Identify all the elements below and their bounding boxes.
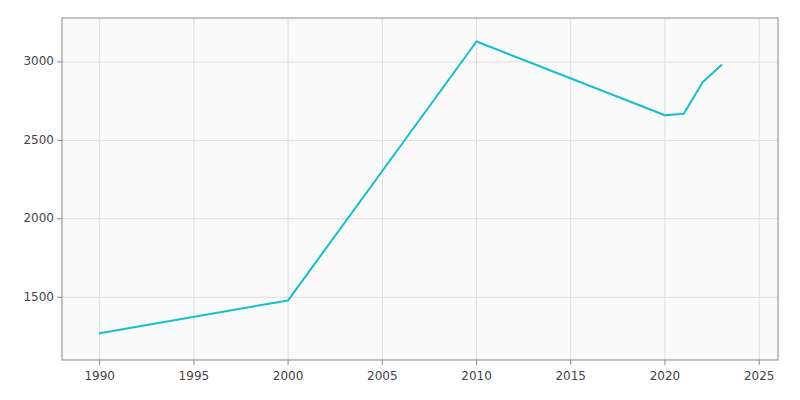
x-tick <box>476 360 477 365</box>
data-line <box>100 42 722 334</box>
series <box>100 42 722 334</box>
y-grid-line <box>62 297 778 298</box>
x-grid-line <box>570 18 571 360</box>
x-tick <box>288 360 289 365</box>
grid <box>57 18 778 365</box>
x-grid-line <box>382 18 383 360</box>
y-tick <box>57 61 62 62</box>
x-tick <box>99 360 100 365</box>
x-grid-line <box>99 18 100 360</box>
y-tick <box>57 218 62 219</box>
x-tick-label: 1990 <box>84 369 115 383</box>
x-grid-line <box>288 18 289 360</box>
plot-area <box>62 18 778 360</box>
y-tick-label: 3000 <box>23 54 54 68</box>
x-tick-label: 2010 <box>461 369 492 383</box>
x-tick <box>570 360 571 365</box>
y-grid-line <box>62 61 778 62</box>
y-tick-label: 1500 <box>23 290 54 304</box>
x-tick <box>193 360 194 365</box>
x-tick-label: 1995 <box>179 369 210 383</box>
x-tick <box>664 360 665 365</box>
x-tick-label: 2025 <box>744 369 775 383</box>
y-tick-label: 2000 <box>23 211 54 225</box>
y-grid-line <box>62 218 778 219</box>
chart-container: 1500 2000 2500 3000 1990 1995 2000 2005 2010 2015… <box>0 0 800 400</box>
y-grid-line <box>62 140 778 141</box>
x-tick <box>759 360 760 365</box>
x-tick-label: 2000 <box>273 369 304 383</box>
x-grid-line <box>664 18 665 360</box>
chart-svg: 1500 2000 2500 3000 1990 1995 2000 2005 2010 2015… <box>0 0 800 400</box>
x-grid-line <box>193 18 194 360</box>
x-grid-line <box>759 18 760 360</box>
plot-frame <box>62 18 778 360</box>
x-tick-label: 2005 <box>367 369 398 383</box>
x-tick <box>382 360 383 365</box>
y-tick <box>57 140 62 141</box>
x-grid-line <box>476 18 477 360</box>
y-tick-label: 2500 <box>23 133 54 147</box>
tick-labels: 1500 2000 2500 3000 1990 1995 2000 2005 2010 2015… <box>23 54 774 383</box>
x-tick-label: 2020 <box>650 369 681 383</box>
x-tick-label: 2015 <box>555 369 586 383</box>
y-tick <box>57 297 62 298</box>
